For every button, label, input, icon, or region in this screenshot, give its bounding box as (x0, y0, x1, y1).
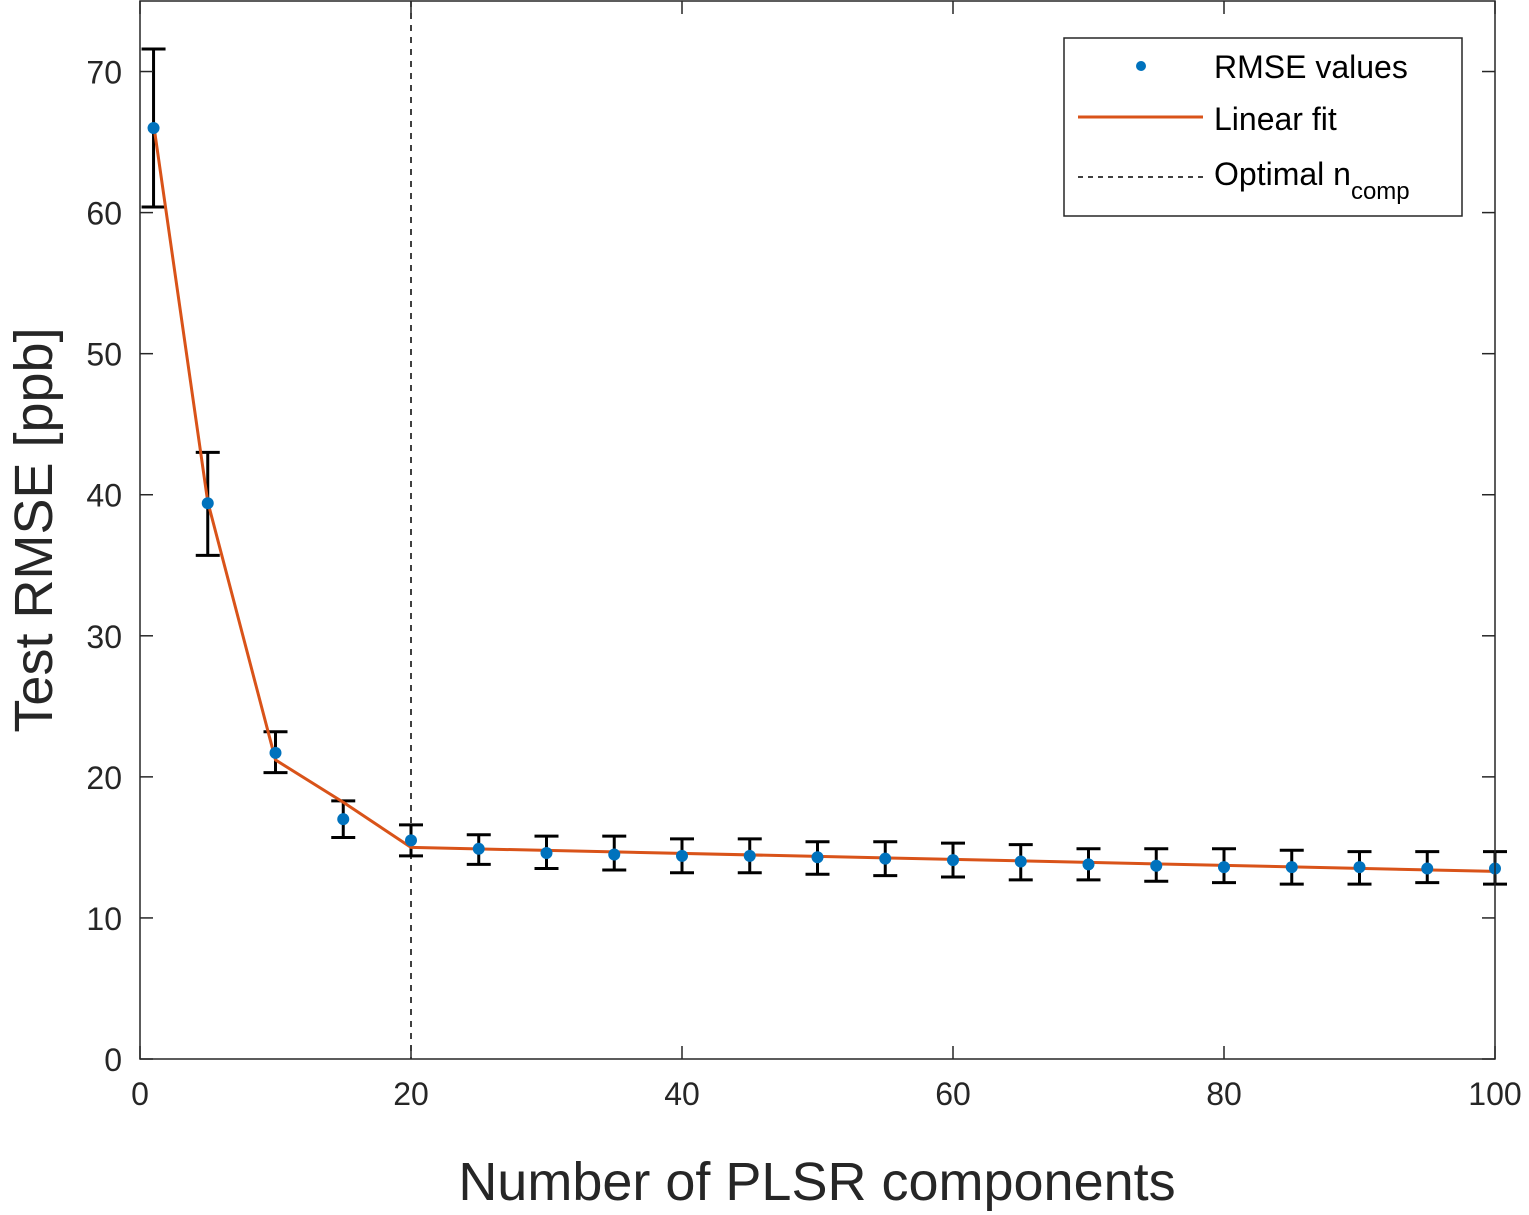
rmse-point (472, 842, 485, 855)
y-tick-label: 60 (86, 196, 122, 232)
legend-label-rmse: RMSE values (1214, 49, 1408, 85)
x-tick-label: 80 (1206, 1076, 1242, 1112)
legend-label-optimal-main: Optimal n (1214, 156, 1351, 192)
rmse-point (1421, 862, 1434, 875)
x-tick-label: 20 (393, 1076, 429, 1112)
linear-fit-line (152, 123, 1496, 873)
y-tick-label: 10 (86, 901, 122, 937)
y-tick-label: 70 (86, 55, 122, 91)
rmse-point (540, 847, 553, 860)
x-tick-label: 100 (1468, 1076, 1521, 1112)
ticks-group: 0 20 40 60 80 100 0 10 20 30 40 50 60 70 (86, 1, 1522, 1112)
rmse-point (1082, 858, 1095, 871)
y-tick-label: 0 (104, 1042, 122, 1078)
rmse-point (676, 849, 688, 862)
rmse-point (811, 851, 824, 864)
y-tick-label: 20 (86, 760, 122, 796)
rmse-point (743, 849, 756, 862)
x-tick-label: 40 (664, 1076, 700, 1112)
rmse-point (147, 121, 160, 134)
legend: RMSE values Linear fit Optimal ncomp (1063, 37, 1463, 217)
rmse-point (879, 852, 892, 865)
plot-area-frame (139, 0, 1496, 1060)
legend-label-optimal-sub: comp (1351, 178, 1410, 205)
y-tick-label: 50 (86, 337, 122, 373)
rmse-point (608, 848, 621, 861)
rmse-point (1218, 861, 1230, 874)
rmse-point (337, 813, 350, 826)
x-axis-title: Number of PLSR components (458, 1152, 1175, 1212)
rmse-point (269, 746, 282, 759)
legend-label-optimal: Optimal ncomp (1214, 156, 1410, 205)
x-tick-label: 0 (131, 1076, 149, 1112)
rmse-point (947, 854, 959, 867)
legend-label-fit: Linear fit (1214, 101, 1337, 137)
y-tick-label: 40 (86, 478, 122, 514)
axes-group (139, 0, 1496, 1060)
rmse-point (1150, 859, 1163, 872)
rmse-point (201, 497, 214, 510)
rmse-point (405, 834, 417, 847)
rmse-point (1353, 861, 1366, 874)
x-tick-label: 60 (935, 1076, 971, 1112)
linear-fit-group (152, 123, 1496, 873)
legend-box (1063, 37, 1463, 217)
y-tick-label: 30 (86, 619, 122, 655)
rmse-points-group (147, 121, 1501, 875)
rmse-point (1014, 855, 1027, 868)
rmse-point (1285, 861, 1298, 874)
legend-marker-rmse (1136, 61, 1146, 71)
y-axis-title: Test RMSE [ppb] (4, 327, 64, 732)
